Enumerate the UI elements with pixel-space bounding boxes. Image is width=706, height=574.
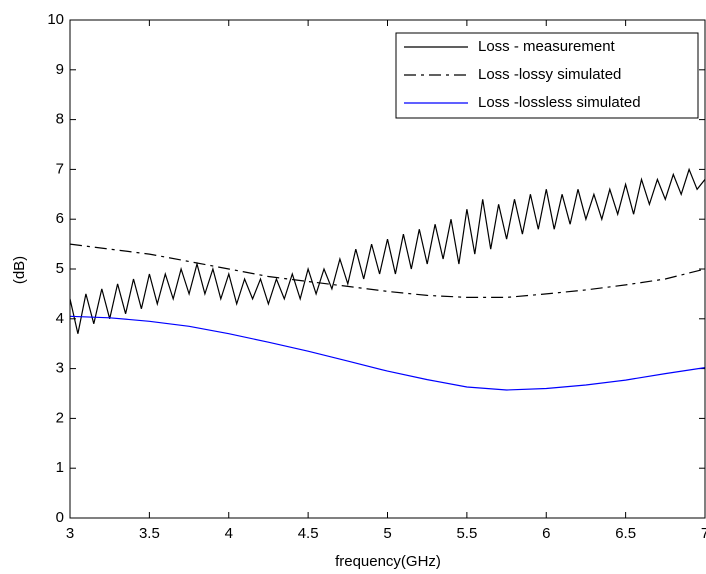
y-tick-label: 0 [56, 509, 64, 526]
y-tick-label: 7 [56, 160, 64, 177]
plot-frame [69, 19, 706, 519]
x-tick-label: 6 [542, 525, 550, 542]
x-axis-label: frequency(GHz) [335, 553, 441, 570]
x-tick-label: 5.5 [456, 525, 477, 542]
series-line [70, 243, 705, 298]
y-tick-label: 3 [56, 360, 64, 377]
y-axis-label: (dB) [11, 256, 28, 284]
y-tick-label: 4 [56, 310, 64, 327]
x-tick-label: 7 [701, 525, 706, 542]
legend-label: Loss - measurement [478, 38, 616, 55]
x-tick-label: 3.5 [139, 525, 160, 542]
y-tick-label: 6 [56, 210, 64, 227]
legend-label: Loss -lossy simulated [478, 66, 621, 83]
x-tick-label: 6.5 [615, 525, 636, 542]
y-tick-label: 5 [56, 260, 64, 277]
x-tick-label: 4.5 [298, 525, 319, 542]
y-tick-label: 2 [56, 409, 64, 426]
y-tick-label: 1 [56, 459, 64, 476]
legend-label: Loss -lossless simulated [478, 94, 641, 111]
x-tick-label: 5 [383, 525, 391, 542]
x-tick-label: 4 [225, 525, 233, 542]
series-line [70, 315, 705, 391]
y-tick-label: 8 [56, 111, 64, 128]
x-tick-label: 3 [66, 525, 74, 542]
y-tick-label: 9 [56, 61, 64, 78]
y-tick-label: 10 [47, 11, 64, 28]
series-line [70, 167, 705, 334]
